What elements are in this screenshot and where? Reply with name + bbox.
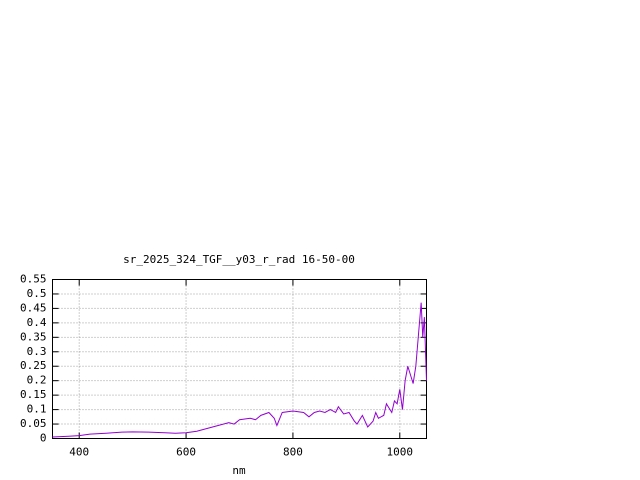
plot-border bbox=[52, 279, 427, 439]
chart-title: sr_2025_324_TGF__y03_r_rad 16-50-00 bbox=[123, 253, 355, 266]
x-axis-label: nm bbox=[232, 464, 246, 477]
y-tick-label: 0.4 bbox=[27, 316, 47, 329]
y-tick-label: 0.55 bbox=[20, 273, 47, 286]
y-tick-label: 0.5 bbox=[27, 287, 47, 300]
data-line bbox=[52, 302, 427, 438]
x-tick-label: 600 bbox=[176, 446, 196, 459]
y-tick-label: 0.2 bbox=[27, 374, 47, 387]
y-tick-label: 0.3 bbox=[27, 345, 47, 358]
y-tick-label: 0.1 bbox=[27, 403, 47, 416]
y-tick-label: 0.05 bbox=[20, 417, 47, 430]
y-tick-label: 0.15 bbox=[20, 388, 47, 401]
y-tick-label: 0.25 bbox=[20, 359, 47, 372]
x-tick-label: 400 bbox=[69, 446, 89, 459]
y-tick-label: 0 bbox=[40, 432, 47, 445]
x-tick-label: 800 bbox=[283, 446, 303, 459]
x-tick-label: 1000 bbox=[387, 446, 414, 459]
y-tick-label: 0.45 bbox=[20, 301, 47, 314]
y-tick-label: 0.35 bbox=[20, 330, 47, 343]
